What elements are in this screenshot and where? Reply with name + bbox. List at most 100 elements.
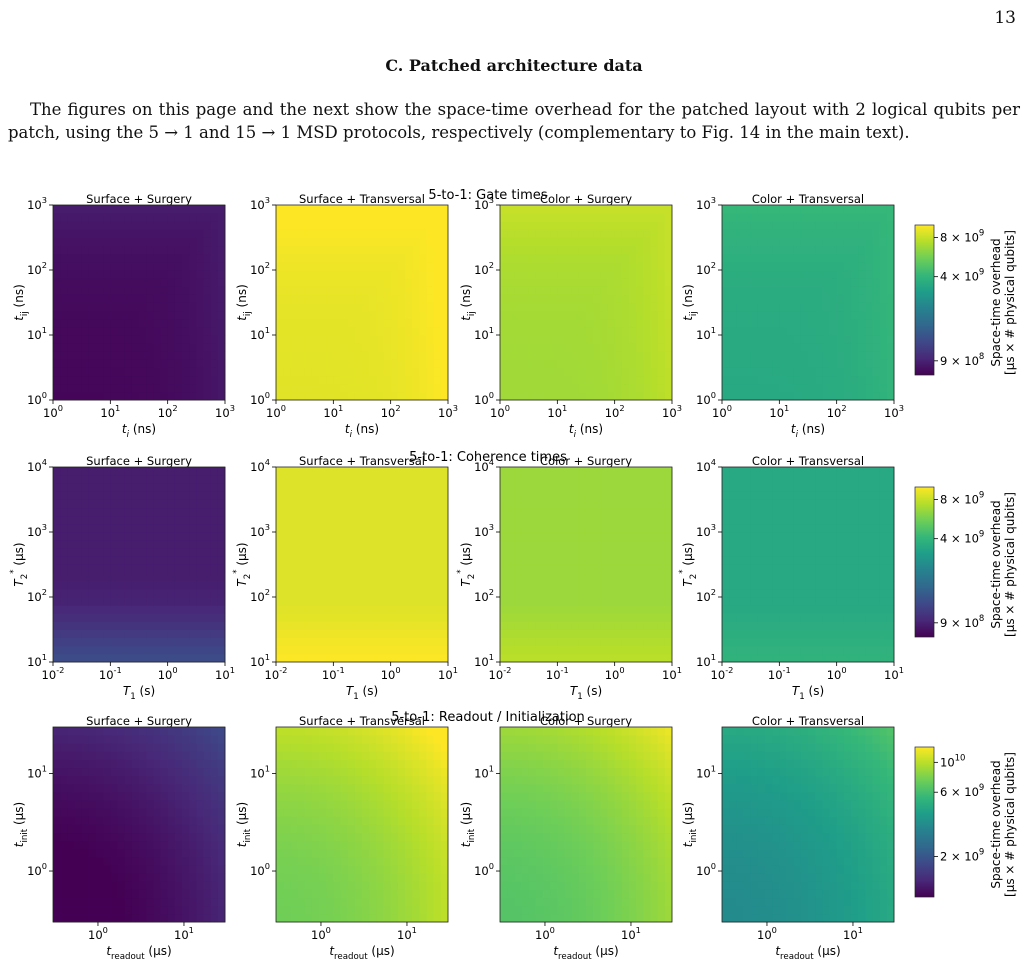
heatmap-cell — [722, 318, 730, 328]
heatmap-cell — [879, 335, 888, 344]
heatmap-cell — [836, 229, 845, 238]
panel-title: Color + Surgery — [540, 192, 632, 206]
heatmap-cell — [362, 245, 370, 255]
heatmap-cell — [600, 483, 608, 492]
heatmap-cell — [729, 253, 737, 263]
heatmap-cell — [290, 467, 298, 476]
heatmap-cell — [865, 375, 873, 385]
heatmap-cell — [53, 653, 61, 663]
heatmap-cell — [650, 621, 659, 630]
heatmap-cell — [528, 351, 537, 360]
heatmap-cell — [196, 597, 204, 606]
heatmap-cell — [340, 261, 349, 271]
heatmap-cell — [347, 467, 356, 476]
heatmap-cell — [283, 278, 291, 287]
heatmap-cell — [629, 367, 637, 377]
heatmap-cell — [81, 727, 90, 736]
heatmap-cell — [419, 270, 427, 279]
heatmap-cell — [67, 645, 75, 655]
heatmap-cell — [340, 580, 349, 590]
heatmap-cell — [60, 245, 68, 255]
heatmap-cell — [886, 253, 895, 263]
heatmap-cell — [103, 375, 111, 385]
heatmap-cell — [74, 229, 83, 238]
heatmap-cell — [829, 556, 838, 565]
heatmap-cell — [60, 580, 68, 590]
heatmap-cell — [433, 564, 442, 574]
heatmap-cell — [103, 580, 111, 590]
heatmap-cell — [614, 564, 623, 574]
heatmap-cell — [290, 310, 298, 320]
heatmap-cell — [643, 491, 651, 500]
heatmap-cell — [578, 475, 587, 484]
heatmap-cell — [96, 800, 104, 809]
heatmap-cell — [836, 245, 845, 255]
heatmap-cell — [750, 523, 759, 533]
heatmap-cell — [440, 645, 449, 655]
heatmap-cell — [636, 532, 644, 541]
heatmap-cell — [276, 580, 284, 590]
heatmap-cell — [664, 580, 673, 590]
heatmap-cell — [333, 359, 341, 368]
heatmap-cell — [607, 645, 616, 655]
heatmap-cell — [843, 213, 852, 222]
heatmap-cell — [304, 310, 313, 320]
heatmap-cell — [74, 540, 83, 549]
heatmap-cell — [851, 205, 859, 214]
heatmap-cell — [174, 245, 183, 255]
heatmap-cell — [521, 245, 530, 255]
heatmap-cell — [103, 572, 111, 582]
heatmap-cell — [131, 270, 140, 279]
heatmap-cell — [333, 645, 341, 655]
heatmap-cell — [829, 205, 838, 214]
heatmap-cell — [376, 221, 384, 230]
heatmap-cell — [600, 375, 608, 385]
x-tick-label: 103 — [215, 403, 235, 420]
heatmap-cell — [433, 515, 442, 525]
heatmap-cell — [153, 343, 161, 352]
heatmap-cell — [276, 532, 284, 541]
heatmap-cell — [297, 245, 306, 255]
heatmap-cell — [836, 467, 845, 476]
heatmap-cell — [117, 467, 126, 476]
heatmap-cell — [390, 237, 399, 247]
heatmap-cell — [405, 391, 413, 401]
heatmap-cell — [369, 580, 377, 590]
heatmap-cell — [60, 367, 68, 377]
heatmap-cell — [153, 515, 161, 525]
x-tick-label: 101 — [215, 665, 235, 682]
heatmap-cell — [376, 491, 384, 500]
heatmap-cell — [636, 629, 644, 639]
heatmap-cell — [67, 832, 75, 842]
heatmap-cell — [117, 213, 126, 222]
heatmap-cell — [74, 857, 83, 866]
heatmap-cell — [851, 286, 859, 295]
heatmap-cell — [872, 491, 881, 500]
heatmap-cell — [81, 857, 90, 866]
heatmap-cell — [81, 229, 90, 238]
heatmap-cell — [600, 467, 608, 476]
heatmap-cell — [729, 302, 737, 312]
x-tick-label: 102 — [381, 403, 401, 420]
heatmap-cell — [283, 253, 291, 263]
heatmap-cell — [521, 205, 530, 214]
heatmap-cell — [340, 270, 349, 279]
heatmap-cell — [772, 637, 780, 647]
heatmap-cell — [217, 515, 226, 525]
heatmap-cell — [81, 905, 90, 915]
heatmap-cell — [829, 253, 838, 263]
heatmap-cell — [354, 343, 363, 352]
heatmap-cell — [60, 621, 68, 630]
heatmap-cell — [593, 391, 601, 401]
heatmap-cell — [196, 391, 204, 401]
heatmap-cell — [440, 637, 449, 647]
heatmap-cell — [376, 613, 384, 622]
heatmap-cell — [426, 564, 435, 574]
heatmap-cell — [765, 645, 773, 655]
heatmap-cell — [822, 572, 830, 582]
heatmap-cell — [808, 491, 816, 500]
heatmap-cell — [74, 629, 83, 639]
heatmap-cell — [521, 653, 530, 663]
heatmap-cell — [203, 507, 212, 517]
heatmap-cell — [578, 507, 587, 517]
